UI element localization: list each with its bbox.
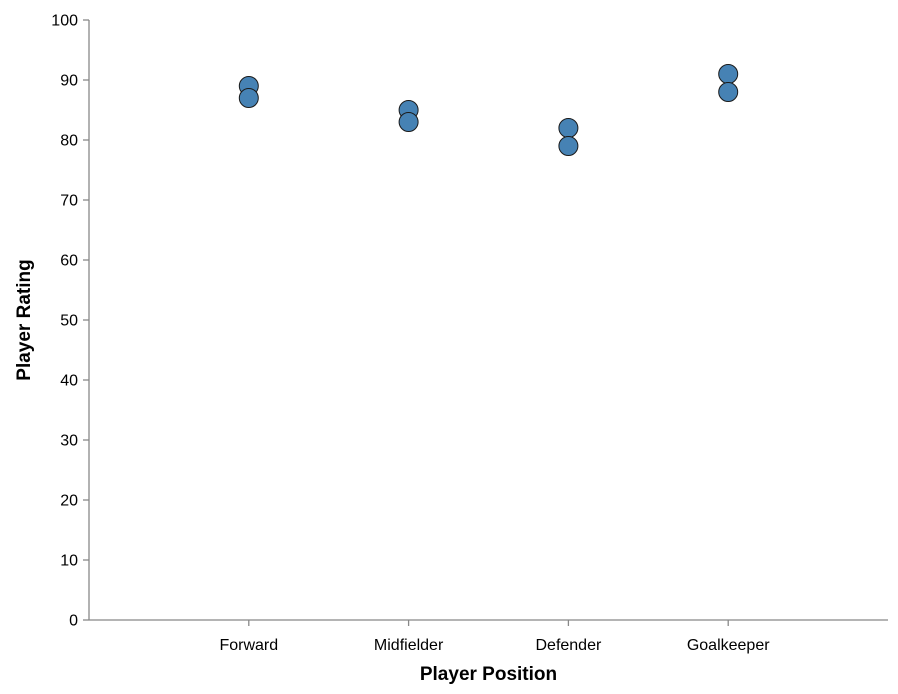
y-tick-label: 20: [60, 493, 78, 510]
y-axis: 0 10 20 30 40 50 60 70 80 90 100: [51, 13, 90, 630]
data-point: [718, 64, 739, 84]
y-tick-label: 90: [60, 73, 78, 90]
x-axis: Forward Midfielder Defender Goalkeeper: [89, 619, 888, 654]
x-tick-label: Goalkeeper: [687, 637, 770, 654]
data-points: [238, 64, 739, 156]
y-axis-title: Player Rating: [14, 259, 35, 380]
y-tick-label: 50: [60, 313, 78, 330]
x-tick-label: Midfielder: [374, 637, 444, 654]
y-tick-label: 100: [51, 13, 78, 30]
x-axis-title: Player Position: [420, 664, 557, 685]
y-tick-label: 70: [60, 193, 78, 210]
y-tick-label: 40: [60, 373, 78, 390]
x-tick-label: Defender: [535, 637, 601, 654]
y-tick-label: 10: [60, 553, 78, 570]
x-tick-label: Forward: [219, 637, 278, 654]
data-point: [558, 136, 579, 156]
data-point: [398, 112, 419, 132]
data-point: [238, 88, 259, 108]
y-tick-label: 30: [60, 433, 78, 450]
y-tick-label: 0: [69, 613, 78, 630]
y-tick-label: 60: [60, 253, 78, 270]
data-point: [718, 82, 739, 102]
y-tick-label: 80: [60, 133, 78, 150]
data-point: [558, 118, 579, 138]
